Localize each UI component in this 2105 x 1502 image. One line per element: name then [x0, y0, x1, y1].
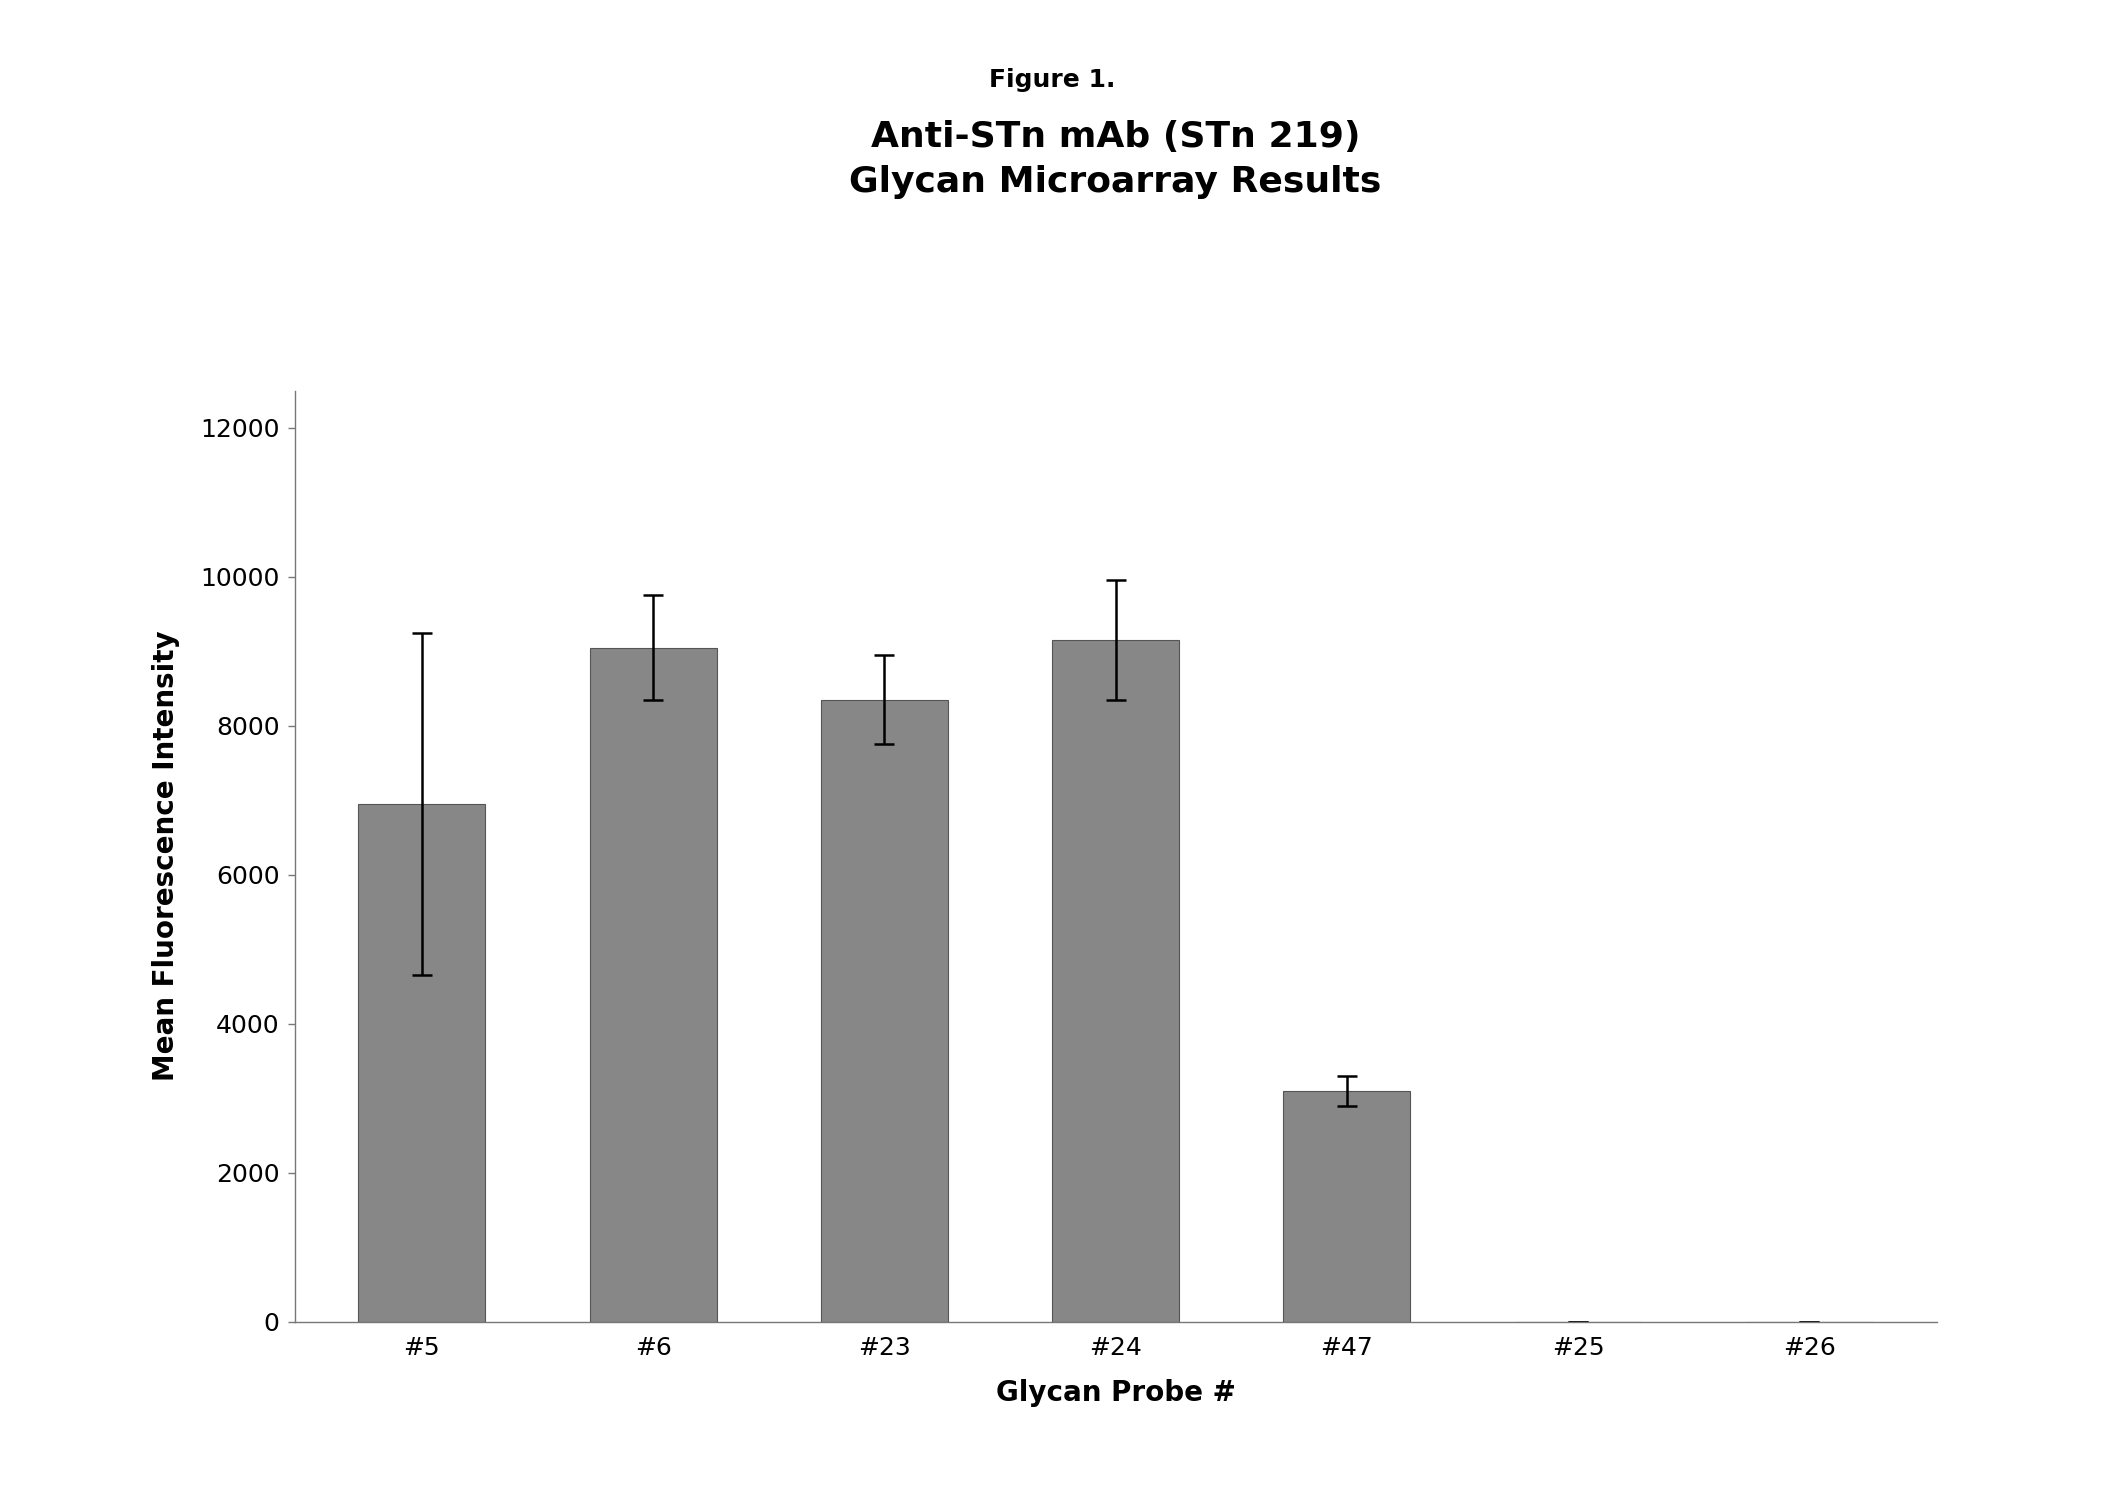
Bar	[1284, 1090, 1410, 1322]
X-axis label: Glycan Probe #: Glycan Probe #	[996, 1379, 1236, 1407]
Y-axis label: Mean Fluorescence Intensity: Mean Fluorescence Intensity	[152, 631, 181, 1081]
Text: Figure 1.: Figure 1.	[989, 68, 1116, 92]
Bar	[821, 700, 947, 1322]
Bar	[589, 647, 716, 1322]
Bar	[1052, 640, 1179, 1322]
Bar	[358, 804, 486, 1322]
Text: Anti-STn mAb (STn 219)
Glycan Microarray Results: Anti-STn mAb (STn 219) Glycan Microarray…	[850, 120, 1381, 198]
